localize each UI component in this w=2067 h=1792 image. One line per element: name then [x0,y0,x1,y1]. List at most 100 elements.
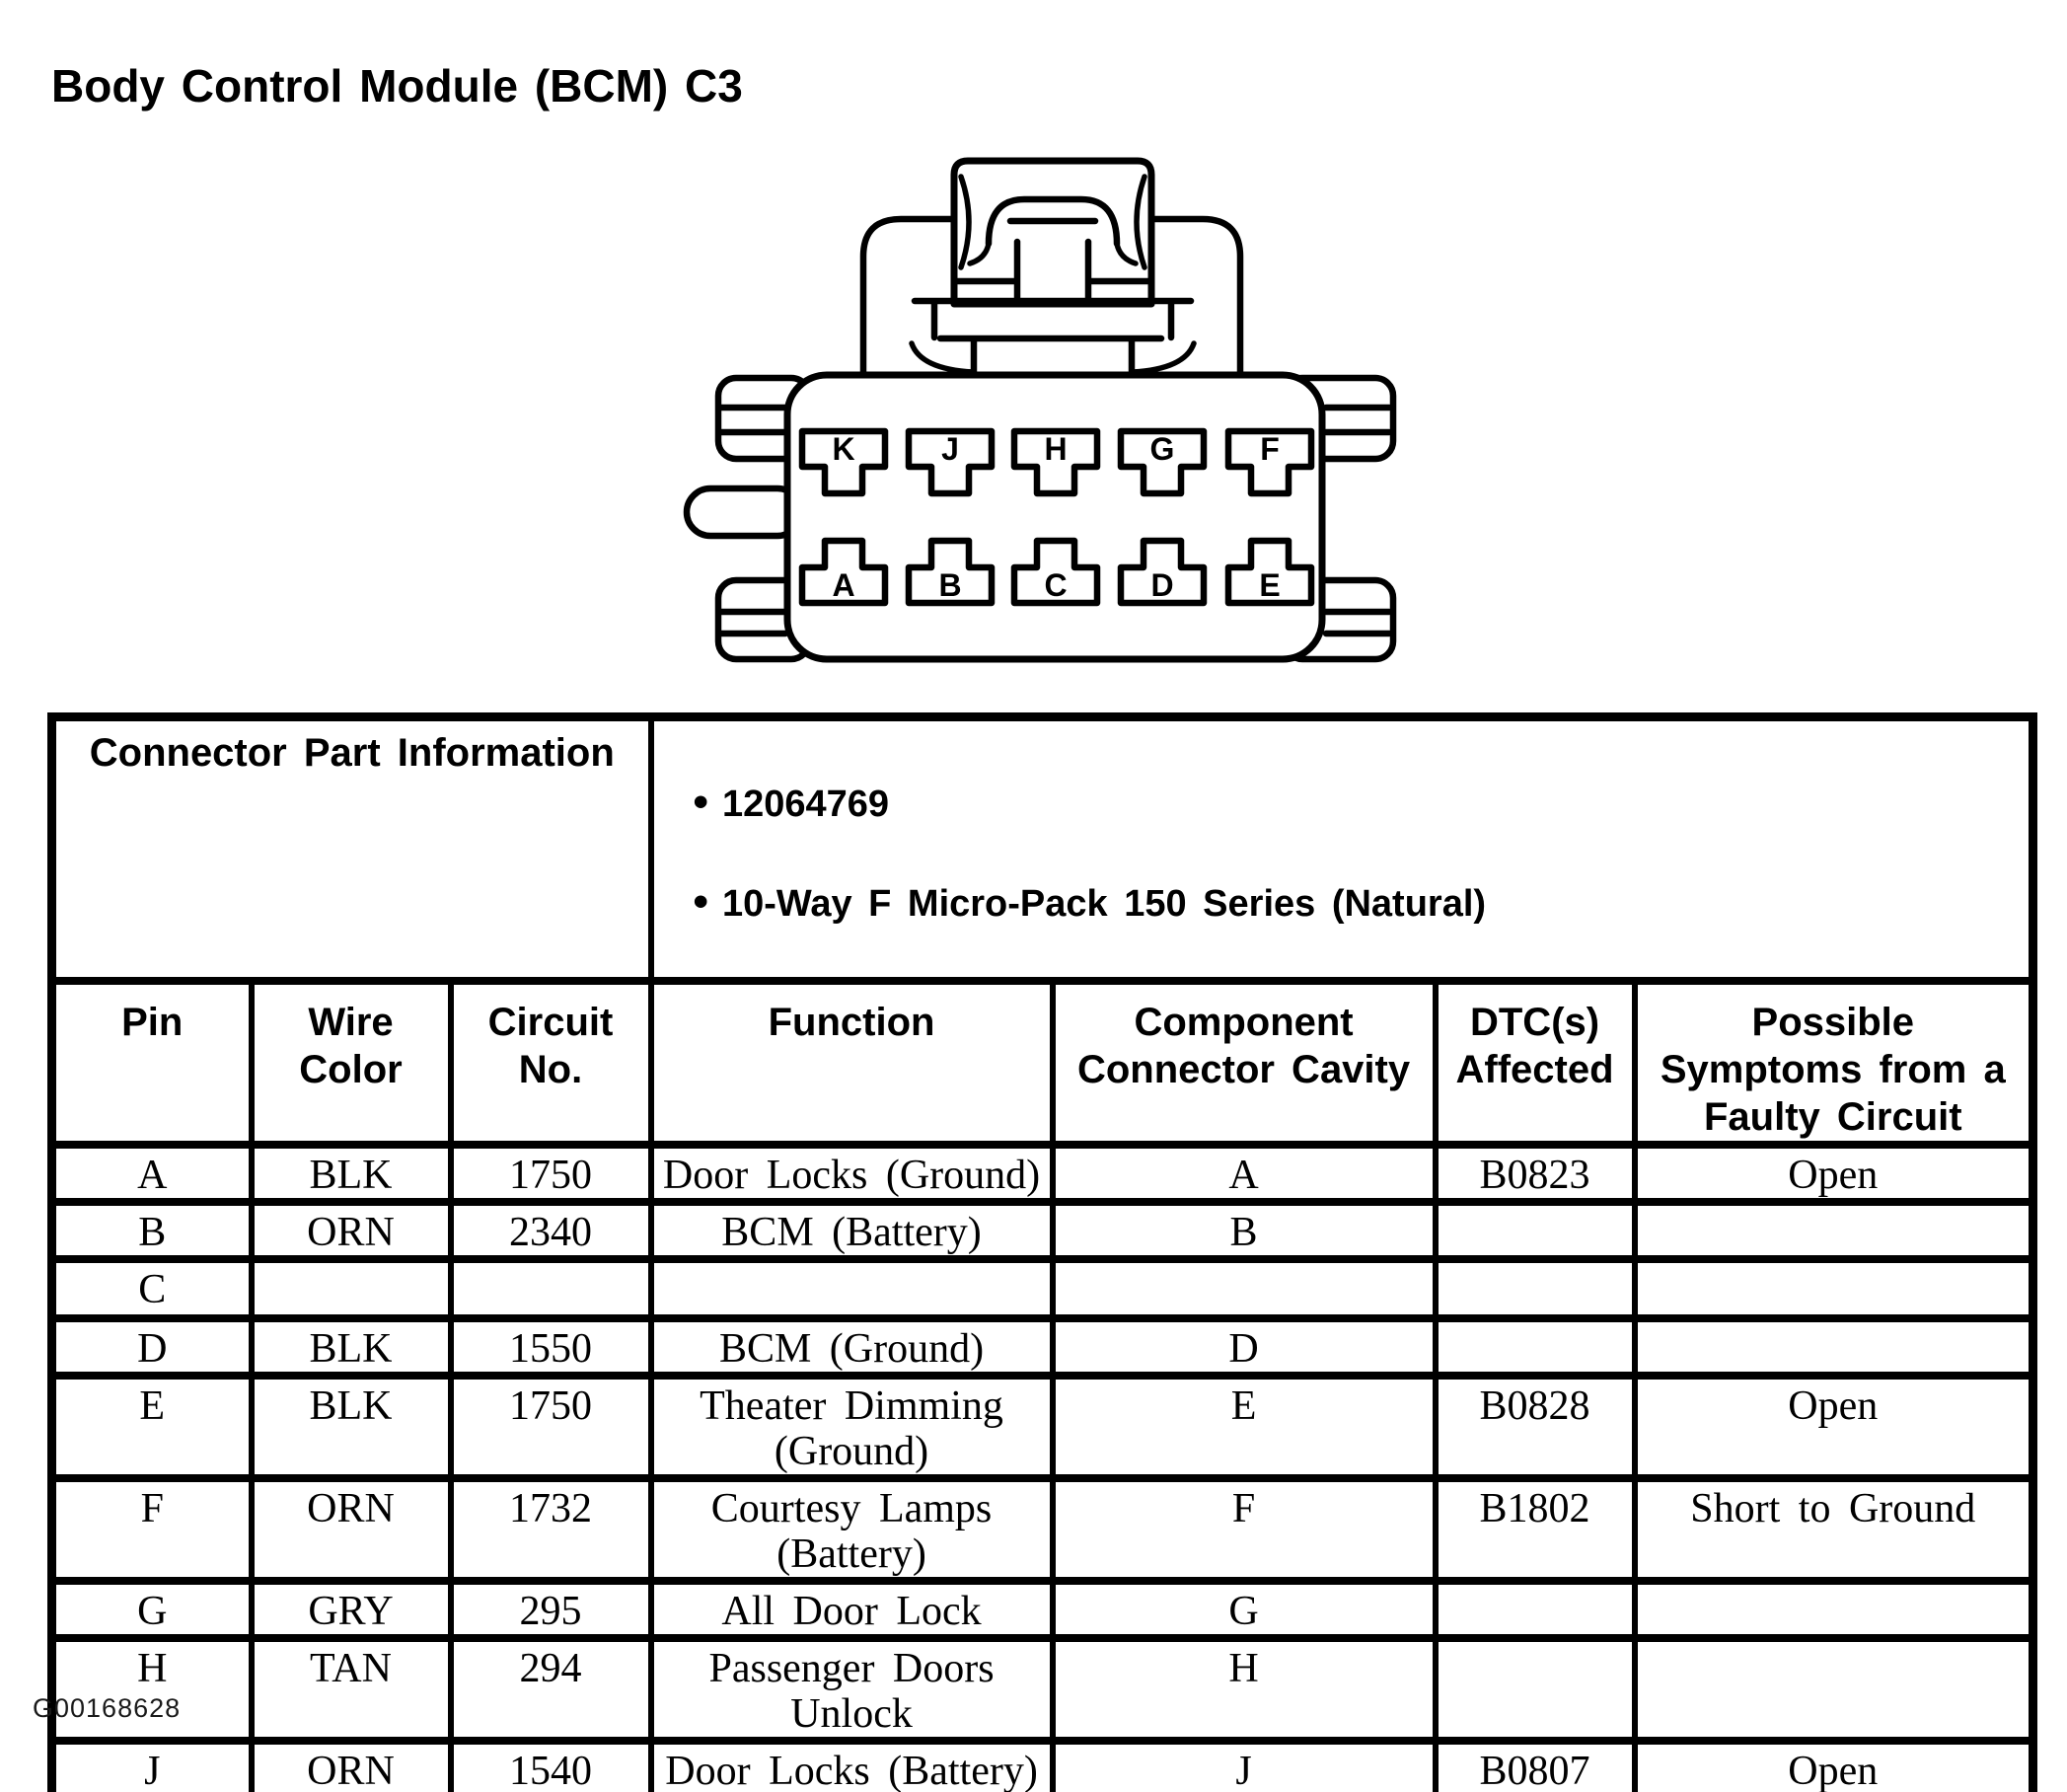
cell-circuit-no [447,1255,654,1322]
cell-circuit-no: 294 [447,1634,654,1745]
cell-pin: F [48,1474,255,1585]
cell-wire-color: ORN [248,1474,454,1585]
cell-component-connector-cavity: A [1049,1141,1439,1206]
cell-function [647,1255,1056,1322]
pin-cavity-e: E [1224,537,1315,607]
part-number-line: • 12064769 [693,778,2028,829]
cell-component-connector-cavity: B [1049,1198,1439,1263]
col-header-component-connector-cavity: Component Connector Cavity [1049,977,1439,1149]
cell-possible-symptoms [1631,1255,2036,1322]
pin-cavity-j: J [905,427,996,497]
cell-pin: E [48,1372,255,1482]
pin-label: A [832,567,854,603]
bullet-icon: • [693,778,708,826]
cell-possible-symptoms [1631,1634,2036,1745]
cell-dtc-affected [1432,1255,1638,1322]
cell-function: All Door Lock [647,1577,1056,1642]
col-header-possible-symptoms: Possible Symptoms from a Faulty Circuit [1631,977,2036,1149]
cell-possible-symptoms: Short to Ground [1631,1474,2036,1585]
cell-possible-symptoms [1631,1314,2036,1380]
cell-component-connector-cavity: J [1049,1737,1439,1792]
cell-dtc-affected [1432,1634,1638,1745]
bullet-icon: • [693,877,708,926]
cell-possible-symptoms: Open [1631,1737,2036,1792]
cell-component-connector-cavity: E [1049,1372,1439,1482]
cell-circuit-no: 1550 [447,1314,654,1380]
cell-pin: A [48,1141,255,1206]
col-header-pin: Pin [48,977,255,1149]
table-row: J ORN 1540 Door Locks (Battery) J B0807 … [48,1737,2036,1792]
cell-pin: G [48,1577,255,1642]
part-series: 10-Way F Micro-Pack 150 Series (Natural) [721,883,1487,925]
connector-pedestal [909,297,1197,377]
page-title: Body Control Module (BCM) C3 [51,60,743,112]
pin-cavity-h: H [1010,427,1101,497]
cell-function: Door Locks (Battery) [647,1737,1056,1792]
table-row: G GRY 295 All Door Lock G [48,1577,2036,1642]
pin-cavity-c: C [1010,537,1101,607]
cell-wire-color: TAN [248,1634,454,1745]
cell-component-connector-cavity: F [1049,1474,1439,1585]
table-row: A BLK 1750 Door Locks (Ground) A B0823 O… [48,1141,2036,1206]
cell-function: Door Locks (Ground) [647,1141,1056,1206]
cell-wire-color: BLK [248,1141,454,1206]
table-row: D BLK 1550 BCM (Ground) D [48,1314,2036,1380]
part-info-label: Connector Part Information [48,712,654,985]
pin-cavity-a: A [798,537,889,607]
cell-function: Passenger Doors Unlock [647,1634,1056,1745]
cell-pin: D [48,1314,255,1380]
pin-label: J [941,431,959,467]
pin-cavity-k: K [798,427,889,497]
cell-circuit-no: 2340 [447,1198,654,1263]
cell-function: BCM (Ground) [647,1314,1056,1380]
cell-possible-symptoms: Open [1631,1141,2036,1206]
col-header-dtc-affected: DTC(s) Affected [1432,977,1638,1149]
column-header-row: Pin Wire Color Circuit No. Function Comp… [48,977,2036,1149]
cell-circuit-no: 1732 [447,1474,654,1585]
cell-possible-symptoms: Open [1631,1372,2036,1482]
cell-pin: C [48,1255,255,1322]
cell-pin: J [48,1737,255,1792]
col-header-wire-color: Wire Color [248,977,454,1149]
connector-latch [950,157,1155,308]
cell-wire-color: ORN [248,1198,454,1263]
cell-dtc-affected [1432,1198,1638,1263]
cell-component-connector-cavity: H [1049,1634,1439,1745]
pin-label: K [832,431,854,467]
figure-id: G00168628 [33,1693,182,1723]
pin-cavity-f: F [1224,427,1315,497]
cell-dtc-affected: B0828 [1432,1372,1638,1482]
cell-circuit-no: 1750 [447,1141,654,1206]
pin-cavity-d: D [1117,537,1208,607]
cell-dtc-affected: B0807 [1432,1737,1638,1792]
col-header-circuit-no: Circuit No. [447,977,654,1149]
table-row: C [48,1255,2036,1322]
col-header-function: Function [647,977,1056,1149]
part-info-row: Connector Part Information • 12064769 • 10… [48,712,2036,985]
pin-table-body: A BLK 1750 Door Locks (Ground) A B0823 O… [48,1141,2036,1792]
cell-circuit-no: 1750 [447,1372,654,1482]
part-info-values: • 12064769 • 10-Way F Micro-Pack 150 Serie… [647,712,2036,985]
cell-function: Theater Dimming (Ground) [647,1372,1056,1482]
cell-pin: B [48,1198,255,1263]
table-row: H TAN 294 Passenger Doors Unlock H [48,1634,2036,1745]
cell-wire-color: GRY [248,1577,454,1642]
cell-wire-color: ORN [248,1737,454,1792]
pin-label: F [1260,431,1280,467]
cell-function: BCM (Battery) [647,1198,1056,1263]
cell-dtc-affected [1432,1577,1638,1642]
cell-function: Courtesy Lamps (Battery) [647,1474,1056,1585]
cell-component-connector-cavity [1049,1255,1439,1322]
cell-possible-symptoms [1631,1577,2036,1642]
cell-circuit-no: 295 [447,1577,654,1642]
cell-component-connector-cavity: G [1049,1577,1439,1642]
pin-label: E [1259,567,1280,603]
connector-diagram: K J H G F A B C [683,157,1397,663]
pin-label: D [1150,567,1173,603]
part-series-line: • 10-Way F Micro-Pack 150 Series (Natural… [693,877,2028,929]
cell-dtc-affected: B0823 [1432,1141,1638,1206]
cell-dtc-affected: B1802 [1432,1474,1638,1585]
connector-housing [783,371,1326,663]
pin-cavity-g: G [1117,427,1208,497]
